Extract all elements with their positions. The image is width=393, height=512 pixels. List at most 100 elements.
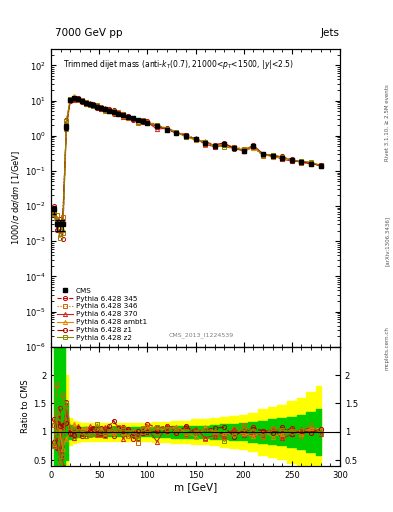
Pythia 6.428 z2 [213,143,217,149]
Pythia 6.428 345 [57,216,62,222]
Pythia 6.428 346 [299,160,304,166]
Pythia 6.428 z2 [130,115,135,121]
Pythia 6.428 370 [280,156,285,162]
Pythia 6.428 370 [203,141,208,147]
Pythia 6.428 345 [107,108,111,114]
Pythia 6.428 370 [111,110,116,116]
Pythia 6.428 345 [174,130,179,136]
Pythia 6.428 345 [126,115,130,121]
Pythia 6.428 ambt1 [251,144,256,151]
Pythia 6.428 346 [155,123,160,130]
Pythia 6.428 z1 [309,161,314,167]
Pythia 6.428 ambt1 [126,115,130,121]
Pythia 6.428 370 [64,119,69,125]
Pythia 6.428 346 [111,110,116,116]
Pythia 6.428 345 [251,142,256,148]
Pythia 6.428 346 [309,161,314,167]
Pythia 6.428 ambt1 [83,98,88,104]
Pythia 6.428 ambt1 [99,104,103,111]
Pythia 6.428 346 [222,142,227,148]
Pythia 6.428 ambt1 [299,159,304,165]
Pythia 6.428 346 [95,104,100,111]
Pythia 6.428 345 [232,144,237,151]
Pythia 6.428 z1 [68,97,73,103]
Pythia 6.428 346 [251,144,256,151]
Pythia 6.428 345 [289,156,294,162]
Pythia 6.428 345 [99,104,103,110]
Pythia 6.428 370 [140,119,145,125]
Text: [arXiv:1306.3436]: [arXiv:1306.3436] [385,216,389,266]
Pythia 6.428 346 [64,121,69,127]
Pythia 6.428 z2 [57,234,62,241]
Pythia 6.428 z1 [140,119,145,125]
Pythia 6.428 ambt1 [79,97,84,103]
Pythia 6.428 370 [116,110,121,116]
Pythia 6.428 345 [79,98,84,104]
Text: Jets: Jets [321,28,340,38]
Pythia 6.428 370 [318,163,323,169]
Line: Pythia 6.428 z1: Pythia 6.428 z1 [52,96,323,225]
Pythia 6.428 z1 [232,146,237,152]
Pythia 6.428 370 [55,226,59,232]
Pythia 6.428 z2 [232,145,237,152]
Pythia 6.428 z2 [60,230,65,236]
Pythia 6.428 370 [261,152,265,158]
Text: Trimmed dijet mass (anti-$k_T$(0.7), 21000<$p_T$<1500, $|y|$<2.5): Trimmed dijet mass (anti-$k_T$(0.7), 210… [62,57,293,71]
Pythia 6.428 370 [79,98,84,104]
Pythia 6.428 345 [213,143,217,149]
Pythia 6.428 346 [130,116,135,122]
Pythia 6.428 ambt1 [111,110,116,116]
Pythia 6.428 z2 [136,119,140,125]
Text: Rivet 3.1.10, ≥ 2.5M events: Rivet 3.1.10, ≥ 2.5M events [385,84,389,161]
Pythia 6.428 345 [91,101,96,108]
Pythia 6.428 346 [79,97,84,103]
Pythia 6.428 z2 [91,103,96,109]
Pythia 6.428 z1 [72,96,77,102]
Pythia 6.428 370 [184,134,188,140]
Pythia 6.428 346 [60,214,65,220]
Pythia 6.428 z2 [95,102,100,108]
Pythia 6.428 z2 [51,210,56,217]
Pythia 6.428 345 [103,106,107,112]
Pythia 6.428 z2 [193,136,198,142]
Pythia 6.428 346 [241,145,246,152]
Pythia 6.428 ambt1 [64,125,69,132]
Pythia 6.428 ambt1 [270,154,275,160]
Pythia 6.428 345 [116,111,121,117]
Pythia 6.428 345 [299,160,304,166]
Pythia 6.428 346 [193,136,198,142]
Pythia 6.428 345 [111,111,116,117]
Pythia 6.428 345 [51,203,56,209]
Pythia 6.428 ambt1 [184,133,188,139]
Pythia 6.428 346 [140,117,145,123]
Pythia 6.428 z2 [111,109,116,115]
Pythia 6.428 345 [309,160,314,166]
Pythia 6.428 z2 [116,111,121,117]
Pythia 6.428 ambt1 [76,96,81,102]
Pythia 6.428 z1 [299,159,304,165]
Pythia 6.428 z1 [57,220,62,226]
Pythia 6.428 ambt1 [280,155,285,161]
Pythia 6.428 346 [91,103,96,109]
Pythia 6.428 z2 [107,108,111,114]
Pythia 6.428 370 [251,144,256,150]
Pythia 6.428 ambt1 [121,113,126,119]
Pythia 6.428 345 [136,119,140,125]
Pythia 6.428 z2 [55,217,59,223]
Pythia 6.428 345 [261,151,265,157]
Pythia 6.428 z2 [318,163,323,169]
Pythia 6.428 345 [280,155,285,161]
Pythia 6.428 z1 [121,112,126,118]
Pythia 6.428 z1 [241,147,246,153]
Pythia 6.428 z1 [136,117,140,123]
Pythia 6.428 z2 [83,100,88,106]
Pythia 6.428 370 [309,160,314,166]
Pythia 6.428 z1 [145,120,150,126]
Pythia 6.428 370 [145,119,150,125]
Pythia 6.428 346 [103,108,107,114]
Pythia 6.428 346 [72,95,77,101]
Pythia 6.428 z2 [76,96,81,102]
Pythia 6.428 z1 [107,106,111,113]
Pythia 6.428 ambt1 [116,110,121,116]
Pythia 6.428 346 [87,101,92,107]
